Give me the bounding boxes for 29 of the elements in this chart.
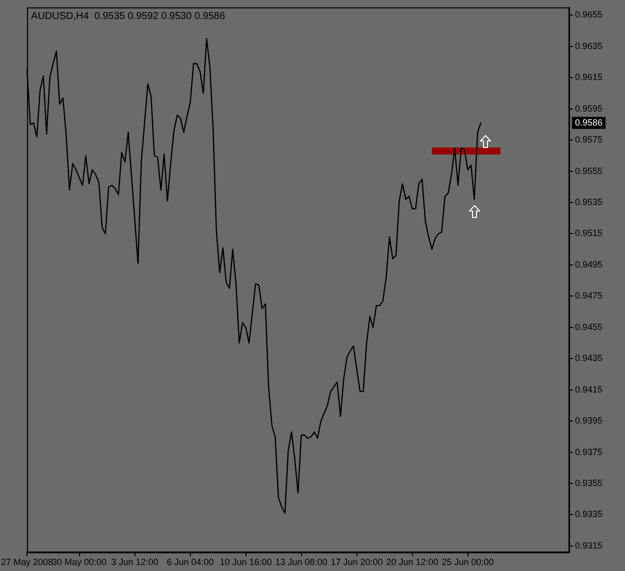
x-tick-label: 3 Jun 12:00 bbox=[111, 557, 158, 568]
y-tick-label: 0.9335 bbox=[575, 509, 603, 520]
y-tick-label: 0.9395 bbox=[575, 416, 603, 426]
y-tick-label: 0.9375 bbox=[575, 446, 603, 457]
y-tick-label: 0.9595 bbox=[575, 103, 603, 114]
annotation: 0.9586 bbox=[575, 117, 603, 128]
x-tick-label: 17 Jun 20:00 bbox=[330, 557, 383, 568]
y-tick-label: 0.9315 bbox=[575, 540, 603, 550]
y-tick-label: 0.9555 bbox=[575, 166, 603, 176]
y-tick-label: 0.9455 bbox=[575, 322, 603, 332]
y-tick-label: 0.9355 bbox=[575, 478, 603, 488]
y-tick-label: 0.9475 bbox=[575, 290, 603, 301]
y-tick-label: 0.9495 bbox=[575, 259, 603, 270]
x-tick-label: 27 May 2008 bbox=[0, 557, 54, 568]
y-tick-label: 0.9415 bbox=[575, 384, 603, 394]
x-tick-label: 20 Jun 12:00 bbox=[386, 557, 438, 568]
y-tick-label: 0.9635 bbox=[575, 40, 603, 51]
x-tick-label: 13 Jun 08:00 bbox=[275, 557, 328, 568]
y-tick-label: 0.9615 bbox=[575, 72, 603, 82]
x-tick-label: 10 Jun 16:00 bbox=[220, 557, 272, 568]
y-tick-label: 0.9655 bbox=[575, 10, 603, 20]
y-tick-label: 0.9435 bbox=[575, 353, 603, 364]
y-tick-label: 0.9515 bbox=[575, 228, 603, 238]
x-tick-label: 25 Jun 00:00 bbox=[442, 557, 494, 568]
x-tick-label: 30 May 00:00 bbox=[52, 557, 107, 568]
y-tick-label: 0.9575 bbox=[575, 134, 603, 145]
x-tick-label: 6 Jun 04:00 bbox=[166, 557, 214, 568]
chart-title: AUDUSD,H4 0.9535 0.9592 0.9530 0.9586 bbox=[31, 11, 226, 22]
y-tick-label: 0.9535 bbox=[575, 197, 603, 208]
